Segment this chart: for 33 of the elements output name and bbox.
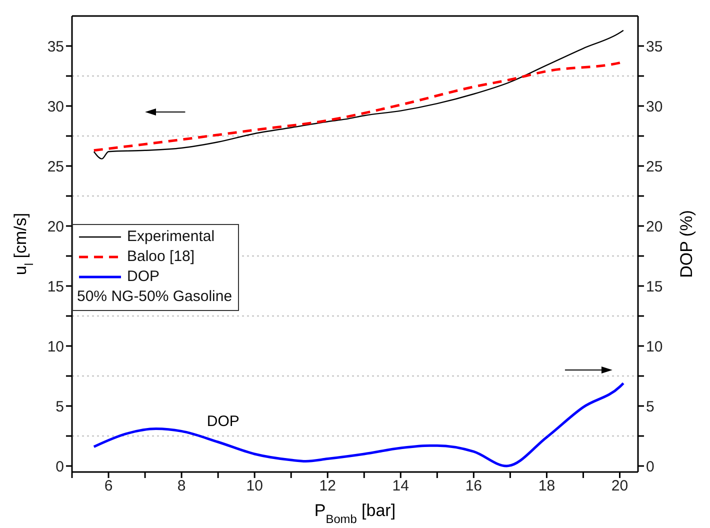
legend-label: DOP bbox=[127, 267, 160, 287]
y2-tick-label: 30 bbox=[646, 98, 663, 116]
y-tick-label: 5 bbox=[56, 398, 64, 416]
y2-tick-label: 0 bbox=[646, 458, 654, 476]
y-tick-label: 15 bbox=[47, 278, 64, 296]
x-tick-label: 6 bbox=[104, 478, 113, 495]
y2-axis-title: DOP (%) bbox=[677, 210, 696, 278]
y2-tick-label: 10 bbox=[646, 338, 663, 356]
y2-tick-label: 25 bbox=[646, 158, 663, 176]
y-tick-label: 0 bbox=[56, 458, 64, 476]
y2-tick-label: 35 bbox=[646, 38, 663, 56]
annotation: DOP bbox=[206, 413, 240, 430]
legend-label: Baloo [18] bbox=[127, 247, 195, 267]
x-axis-title: P$_{Bomb}$ [bar] bbox=[314, 501, 396, 526]
x-tick-label: 12 bbox=[319, 478, 336, 495]
y-tick-label: 35 bbox=[47, 38, 64, 56]
y2-tick-label: 20 bbox=[646, 218, 663, 236]
x-tick-label: 16 bbox=[465, 478, 482, 495]
y-tick-label: 10 bbox=[47, 338, 64, 356]
y2-tick-label: 15 bbox=[646, 278, 663, 296]
x-tick-label: 20 bbox=[611, 478, 628, 495]
x-tick-label: 14 bbox=[392, 478, 409, 495]
x-tick-label: 8 bbox=[177, 478, 186, 495]
line-series bbox=[93, 30, 624, 160]
x-tick-label: 18 bbox=[538, 478, 556, 495]
legend-label: Experimental bbox=[127, 227, 215, 247]
y-tick-label: 30 bbox=[47, 98, 64, 116]
line-series bbox=[92, 382, 625, 468]
y-tick-label: 20 bbox=[47, 218, 64, 236]
y-tick-label: 25 bbox=[47, 158, 64, 176]
annotation: 50% NG-50% Gasoline bbox=[77, 287, 232, 307]
x-tick-label: 10 bbox=[246, 478, 263, 495]
y2-tick-label: 5 bbox=[646, 398, 654, 416]
